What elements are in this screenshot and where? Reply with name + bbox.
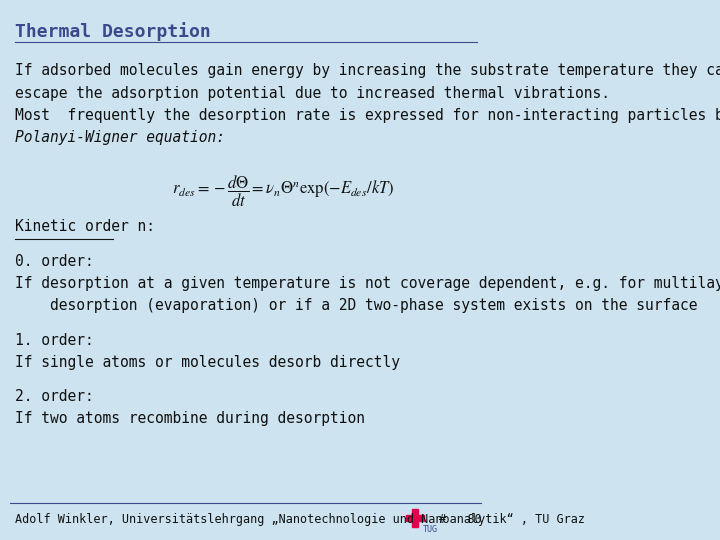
Text: If adsorbed molecules gain energy by increasing the substrate temperature they c: If adsorbed molecules gain energy by inc… <box>14 64 720 78</box>
Text: If two atoms recombine during desorption: If two atoms recombine during desorption <box>14 411 365 427</box>
Text: If desorption at a given temperature is not coverage dependent, e.g. for multila: If desorption at a given temperature is … <box>14 276 720 291</box>
Text: desorption (evaporation) or if a 2D two-phase system exists on the surface: desorption (evaporation) or if a 2D two-… <box>14 298 697 313</box>
Text: If single atoms or molecules desorb directly: If single atoms or molecules desorb dire… <box>14 355 400 370</box>
Text: Adolf Winkler, Universitätslehrgang „Nanotechnologie und Nanoanalytik“ , TU Graz: Adolf Winkler, Universitätslehrgang „Nan… <box>14 513 585 526</box>
Text: Thermal Desorption: Thermal Desorption <box>14 22 210 40</box>
Text: 2. order:: 2. order: <box>14 389 94 404</box>
Text: Polanyi-Wigner equation:: Polanyi-Wigner equation: <box>14 131 225 145</box>
Text: TUG: TUG <box>423 525 438 535</box>
Text: $r_{des} = -\dfrac{d\Theta}{dt} = \nu_n \Theta^n \exp(-E_{des}/kT)$: $r_{des} = -\dfrac{d\Theta}{dt} = \nu_n … <box>172 174 395 209</box>
Text: 0. order:: 0. order: <box>14 254 94 268</box>
Text: Most  frequently the desorption rate is expressed for non-interacting particles : Most frequently the desorption rate is e… <box>14 108 720 123</box>
Text: 1. order:: 1. order: <box>14 333 94 348</box>
Text: escape the adsorption potential due to increased thermal vibrations.: escape the adsorption potential due to i… <box>14 86 610 101</box>
Text: #   80: # 80 <box>438 513 482 526</box>
Text: Kinetic order n:: Kinetic order n: <box>14 219 155 234</box>
